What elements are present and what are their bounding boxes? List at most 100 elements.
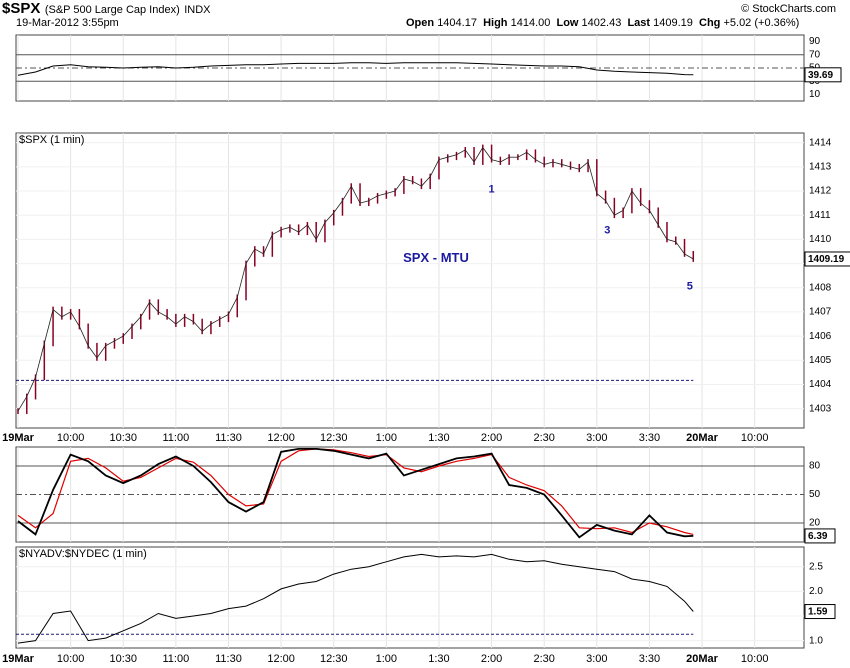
y-tick-label: 2.0 [809,586,823,597]
symbol-label: $SPX [2,0,41,17]
y-tick-label: 10 [809,89,821,100]
price-connector [315,222,326,240]
y-tick-label: 2.5 [809,561,823,572]
price-connector [131,316,142,327]
price-connector [254,248,264,255]
price-connector [614,210,624,216]
panel-frame [15,132,805,429]
chart-header: $SPX (S&P 500 Large Cap Index) INDX [2,0,211,18]
price-connector [447,154,457,158]
price-connector [386,190,396,194]
price-connector [149,301,159,313]
x-tick-label: 12:00 [267,432,295,444]
indicator-last-value: 39.69 [808,70,833,81]
price-connector [622,190,633,211]
x-tick-label: 2:30 [533,432,554,444]
x-tick-label: 3:30 [639,432,660,444]
price-connector [201,323,212,332]
price-connector [17,396,28,412]
x-tick-label: 20Mar [686,653,719,665]
y-tick-label: 80 [809,461,821,472]
copyright-label: © StockCharts.com [741,3,836,15]
y-tick-label: 20 [809,518,821,529]
price-connector [105,340,115,347]
price-connector [526,152,536,160]
x-tick-label: 1:00 [376,432,397,444]
price-connector [570,166,580,170]
indicator-line [17,62,694,76]
y-tick-label: 1411 [809,210,831,221]
y-tick-label: 1413 [809,161,832,172]
wave-label: 3 [604,225,610,237]
open-label: Open [406,17,435,29]
price-connector [429,159,440,177]
price-connector [219,314,229,320]
stochastic-slow-line [17,448,694,535]
price-connector [87,345,98,359]
wave-label: 1 [489,184,495,196]
open-value: 1404.17 [437,17,477,29]
price-connector [26,377,36,397]
price-connector [657,224,668,240]
price-connector [96,345,107,359]
price-connector [245,248,256,264]
price-connector [579,161,589,170]
last-label: Last [627,17,651,29]
chart-annotation: SPX - MTU [403,250,469,265]
y-tick-label: 90 [809,36,821,47]
x-tick-label: 11:30 [215,653,242,665]
price-connector [35,343,45,378]
price-connector [412,181,422,187]
price-connector [596,193,606,202]
price-connector [307,224,317,240]
price-connector [114,335,124,342]
breadth-last-value-box [804,604,836,620]
x-tick-label: 10:00 [57,653,85,665]
price-connector [438,156,448,160]
breadth-line [17,553,694,644]
price-connector [377,193,387,197]
price-connector [122,326,133,337]
price-connector [140,302,150,317]
price-connector [79,326,89,346]
price-connector [70,311,80,327]
x-tick-label: 19Mar [2,653,35,665]
y-tick-label: 1.0 [809,635,823,646]
price-connector [544,161,554,165]
price-connector [456,149,466,156]
price-connector [359,200,369,204]
price-connector [368,195,378,202]
price-connector [535,159,545,165]
y-tick-label: 1414 [809,137,832,148]
breadth-last-value: 1.59 [808,607,828,618]
price-connector [333,200,343,214]
indicator-last-value-box [804,67,842,83]
wave-label: 5 [687,280,693,292]
price-connector [272,229,282,235]
price-connector [263,234,273,255]
x-tick-label: 10:00 [741,432,769,444]
low-value: 1402.43 [581,17,622,29]
y-tick-label: 1408 [809,282,832,293]
x-tick-label: 11:00 [163,432,190,444]
ohlc-row: Open 1404.17 High 1414.00 Low 1402.43 La… [406,17,799,29]
price-connector [500,156,510,163]
price-connector [421,176,431,187]
x-tick-label: 12:00 [267,653,295,665]
x-tick-label: 10:00 [741,653,769,665]
high-label: High [483,17,508,29]
y-tick-label: 1404 [809,379,832,390]
y-tick-label: 1405 [809,355,832,366]
price-connector [280,226,290,231]
x-tick-label: 11:00 [163,653,190,665]
price-connector [517,151,527,158]
price-connector [552,161,562,165]
x-tick-label: 20Mar [686,432,719,444]
x-tick-label: 12:30 [320,653,348,665]
price-connector [52,309,63,318]
symbol-description: (S&P 500 Large Cap Index) [44,4,180,16]
price-connector [342,185,352,201]
chg-label: Chg [699,17,721,29]
price-connector [43,309,54,344]
price-connector [464,149,475,163]
